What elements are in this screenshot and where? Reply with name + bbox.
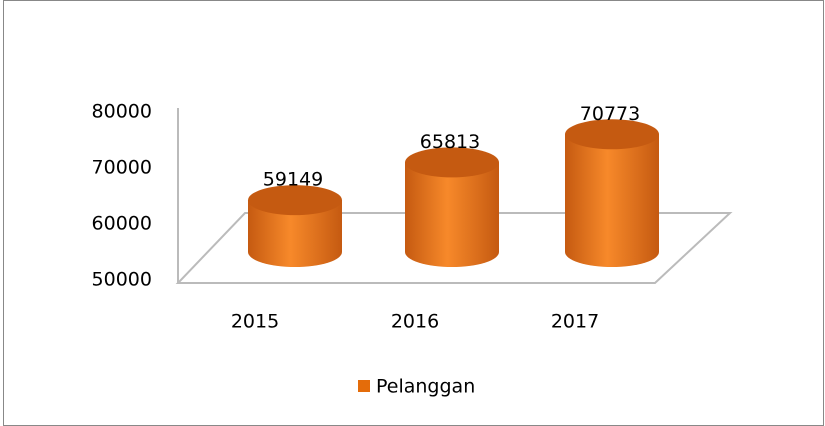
bar — [405, 162, 499, 267]
floor — [175, 212, 733, 284]
bar-top — [565, 119, 659, 150]
y-tick-label: 70000 — [92, 157, 152, 179]
data-label: 65813 — [420, 131, 480, 153]
y-tick-label: 60000 — [92, 213, 152, 235]
bar — [248, 200, 342, 267]
data-label: 70773 — [580, 103, 640, 125]
x-tick-label: 2016 — [391, 311, 439, 333]
y-tick-label: 50000 — [92, 269, 152, 291]
bar-top — [248, 185, 342, 216]
data-label: 59149 — [263, 169, 323, 191]
x-tick-label: 2015 — [231, 311, 279, 333]
y-tick-label: 80000 — [92, 101, 152, 123]
x-tick-label: 2017 — [551, 311, 599, 333]
legend-swatch — [358, 380, 370, 392]
legend-label: Pelanggan — [376, 376, 475, 398]
bar-top — [405, 147, 499, 178]
bar — [565, 134, 659, 267]
